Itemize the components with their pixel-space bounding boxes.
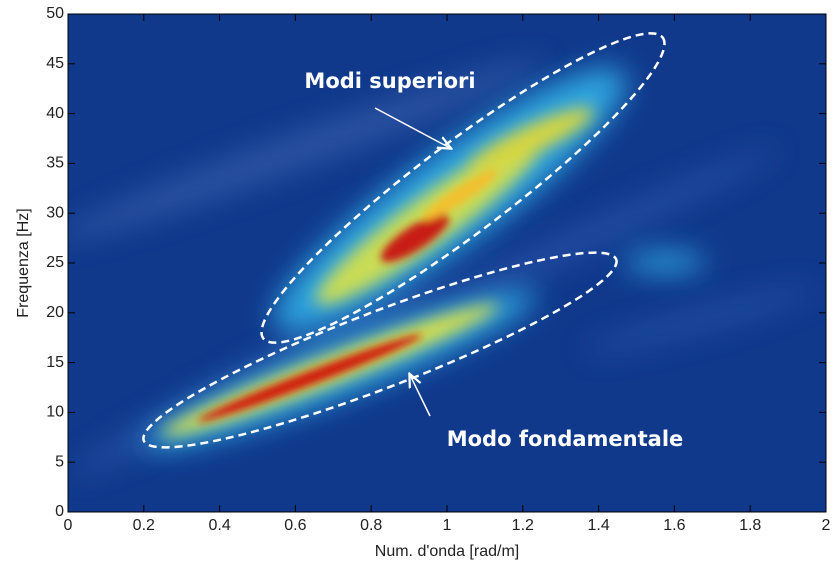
- x-tick-label: 0.4: [208, 517, 230, 534]
- x-tick-label: 0.2: [133, 517, 155, 534]
- arrow: [410, 375, 431, 417]
- y-tick-label: 45: [46, 55, 64, 72]
- y-tick-label: 20: [46, 304, 64, 321]
- x-tick-label: 1: [443, 517, 452, 534]
- y-tick-label: 10: [46, 404, 64, 421]
- x-tick-label: 0: [64, 517, 73, 534]
- y-tick-label: 25: [46, 254, 64, 271]
- x-tick-label: 0.8: [360, 517, 382, 534]
- y-tick-label: 40: [46, 105, 64, 122]
- dashed-ellipse: [260, 32, 666, 344]
- x-tick-label: 0.6: [284, 517, 306, 534]
- dashed-ellipse: [142, 251, 618, 449]
- heatmap-field: [68, 14, 826, 512]
- y-tick-label: 50: [46, 5, 64, 22]
- x-axis-label: Num. d'onda [rad/m]: [375, 543, 519, 560]
- x-tick-label: 1.8: [739, 517, 761, 534]
- x-tick-label: 1.2: [512, 517, 534, 534]
- y-tick-label: 30: [46, 204, 64, 221]
- y-tick-label: 35: [46, 155, 64, 172]
- y-tick-label: 0: [55, 503, 64, 520]
- x-tick-label: 2: [822, 517, 831, 534]
- annotation: Modi superiori: [304, 69, 475, 93]
- y-axis-label: Frequenza [Hz]: [15, 208, 32, 317]
- arrow: [374, 107, 450, 148]
- y-tick-label: 5: [55, 453, 64, 470]
- x-tick-label: 1.4: [587, 517, 609, 534]
- x-tick-label: 1.6: [663, 517, 685, 534]
- annotation: Modo fondamentale: [447, 427, 684, 451]
- y-tick-label: 15: [46, 354, 64, 371]
